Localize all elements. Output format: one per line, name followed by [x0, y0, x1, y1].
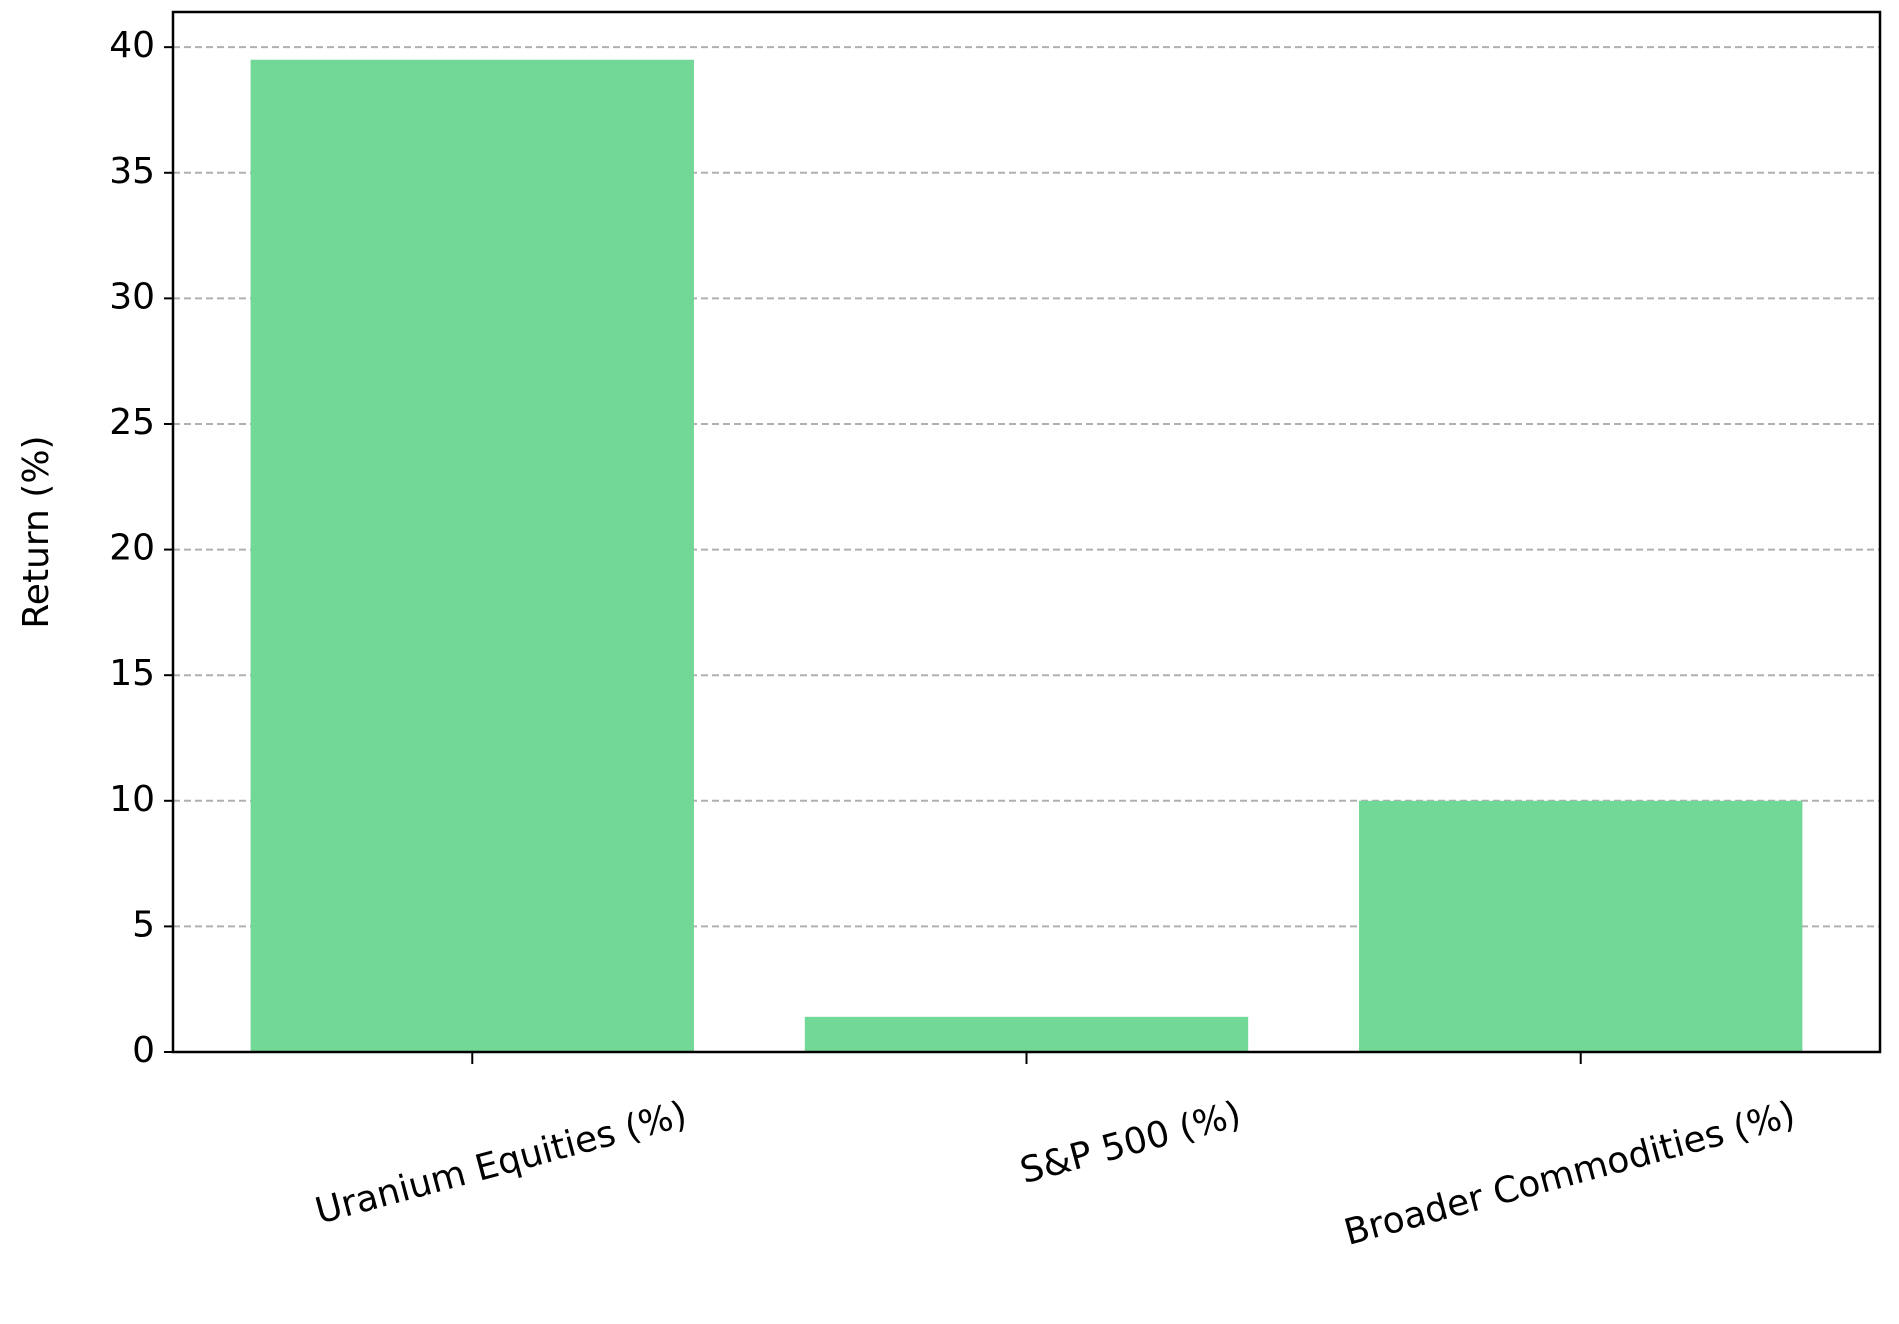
- plot-frame: [171, 10, 1882, 1054]
- y-tick-label: 40: [109, 25, 155, 66]
- y-tick-label: 5: [132, 904, 155, 945]
- y-tick-label: 0: [132, 1030, 155, 1071]
- y-axis-label: Return (%): [16, 435, 57, 628]
- y-tick-label: 35: [109, 151, 155, 192]
- y-tick-label: 30: [109, 276, 155, 317]
- bar: [804, 1016, 1249, 1052]
- x-tick-label: S&P 500 (%): [1016, 1094, 1245, 1192]
- bar: [250, 59, 694, 1052]
- y-tick-label: 10: [109, 779, 155, 820]
- bar: [1359, 800, 1803, 1052]
- y-tick-label: 20: [109, 528, 155, 569]
- x-tick-label: Uranium Equities (%): [311, 1094, 691, 1233]
- y-tick-label: 25: [109, 402, 155, 443]
- x-tick-label: Broader Commodities (%): [1340, 1094, 1800, 1254]
- y-tick-label: 15: [109, 653, 155, 694]
